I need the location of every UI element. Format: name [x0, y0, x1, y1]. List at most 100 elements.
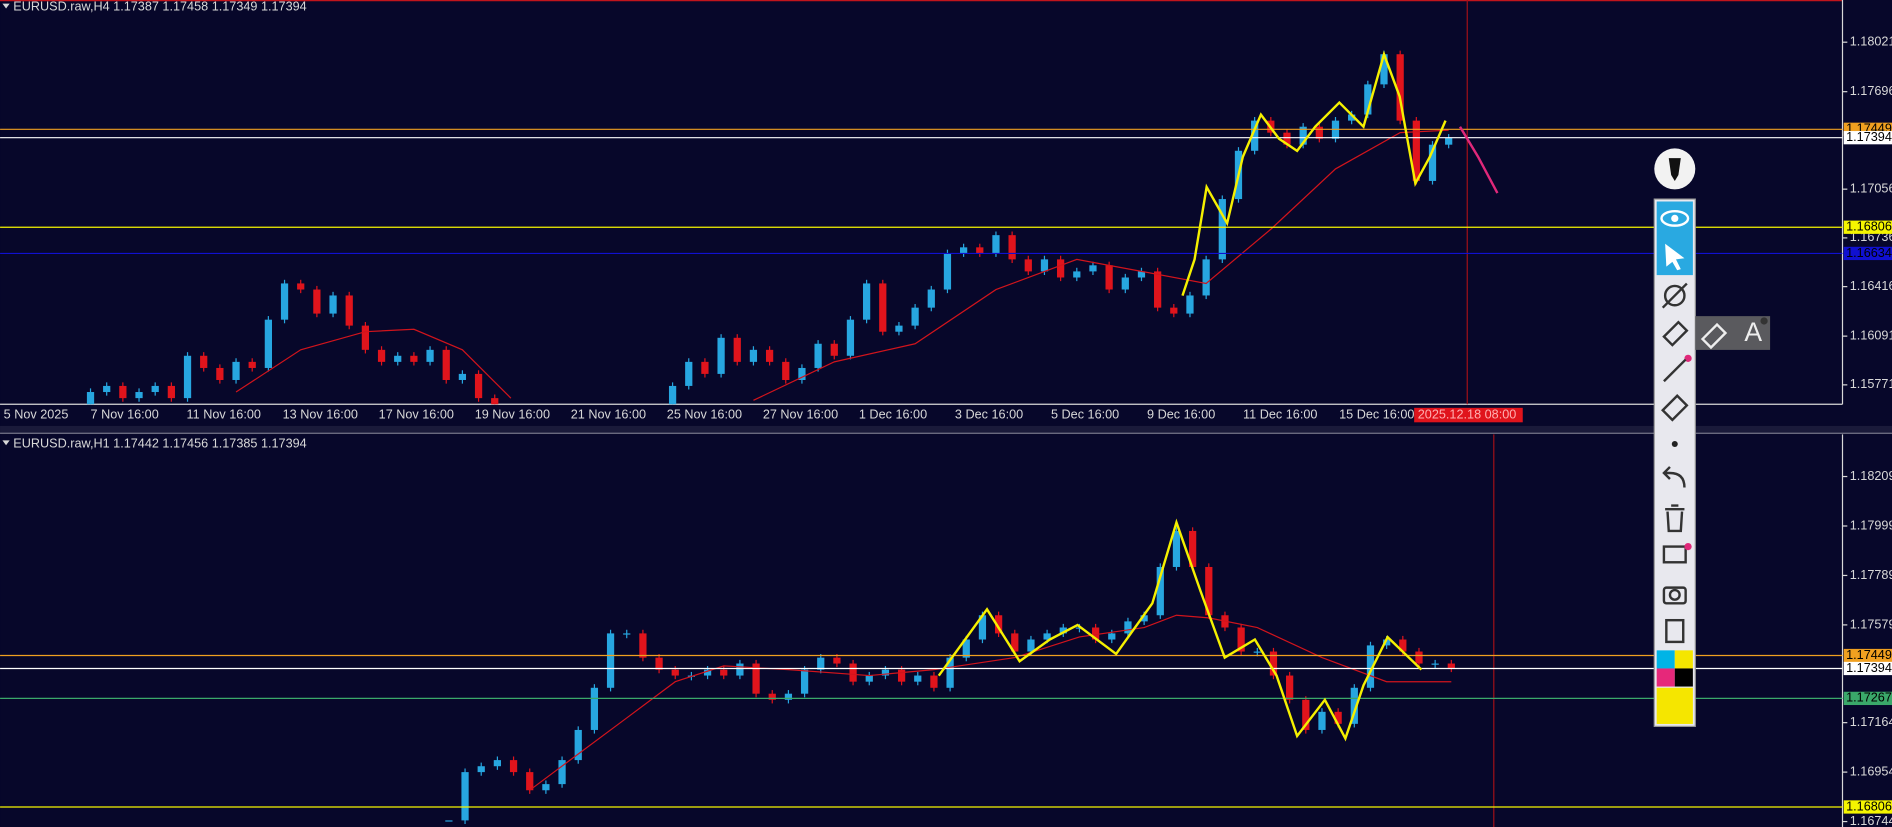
- x-tick-label: 7 Nov 16:00: [91, 407, 159, 421]
- candle: [798, 367, 806, 380]
- price-tag: [1843, 246, 1892, 261]
- chart-header: EURUSD.raw,H1 1.17442 1.17456 1.17385 1.…: [13, 436, 306, 450]
- x-tick-label: 21 Nov 16:00: [571, 407, 646, 421]
- moving-average: [529, 614, 1452, 791]
- candle: [930, 675, 938, 688]
- candle: [927, 289, 935, 308]
- candle: [1091, 627, 1100, 640]
- clipboard-tool[interactable]: [1665, 618, 1685, 644]
- text-tool[interactable]: A: [1744, 317, 1762, 347]
- candle: [1348, 114, 1356, 121]
- price-tag-label: 1.17449: [1846, 648, 1892, 662]
- color-dot: [1684, 542, 1692, 551]
- chart-header: EURUSD.raw,H4 1.17387 1.17458 1.17349 1.…: [13, 0, 306, 14]
- eraser-tool[interactable]: [1662, 320, 1689, 347]
- candle: [897, 669, 906, 682]
- eye-tool[interactable]: [1660, 209, 1690, 227]
- candle: [717, 337, 725, 374]
- candle: [216, 367, 224, 380]
- candle: [491, 398, 499, 405]
- candle: [526, 772, 534, 791]
- camera-tool[interactable]: [1662, 586, 1687, 605]
- y-tick-label: 1.17999: [1850, 518, 1892, 532]
- candle: [493, 760, 502, 767]
- candle: [1334, 711, 1342, 724]
- candle: [1137, 271, 1146, 278]
- candle: [135, 392, 143, 399]
- candle: [1350, 687, 1358, 724]
- candle: [768, 693, 776, 700]
- eye-pupil: [1671, 214, 1679, 223]
- price-tag: [1843, 691, 1892, 706]
- price-tag-label: 1.16634: [1846, 246, 1892, 260]
- popup-dot: [1760, 317, 1768, 325]
- color-black[interactable]: [1674, 668, 1693, 687]
- board-tool[interactable]: [1662, 545, 1687, 564]
- cursor-tool[interactable]: [1665, 243, 1685, 271]
- candle: [994, 615, 1003, 634]
- candle: [458, 373, 467, 380]
- candle: [911, 307, 919, 326]
- candle: [461, 772, 469, 821]
- x-tick-label: 11 Dec 16:00: [1243, 407, 1317, 421]
- candle: [1299, 126, 1307, 145]
- candle: [1121, 277, 1129, 290]
- popup-eraser[interactable]: [1700, 322, 1728, 350]
- delete-tool[interactable]: [1665, 504, 1685, 533]
- candle: [1040, 259, 1049, 272]
- candle: [1089, 265, 1097, 272]
- size-tool[interactable]: [1671, 441, 1678, 448]
- undo-tool[interactable]: [1662, 466, 1686, 488]
- candle: [1105, 265, 1113, 290]
- candle: [426, 349, 434, 362]
- candle: [574, 729, 582, 761]
- candle: [685, 361, 693, 386]
- candle: [959, 247, 968, 254]
- candle: [976, 247, 984, 254]
- candle: [1073, 271, 1081, 278]
- color-cyan[interactable]: [1656, 650, 1675, 669]
- cursor-tag-label: 2025.12.18 08:00: [1418, 407, 1517, 421]
- candle: [1237, 627, 1245, 652]
- candle: [119, 385, 127, 399]
- candle: [1251, 120, 1259, 151]
- candle: [784, 693, 793, 700]
- current-color[interactable]: [1656, 687, 1693, 724]
- candle: [846, 319, 855, 356]
- candle: [345, 295, 353, 326]
- candle: [830, 343, 838, 356]
- color-magenta[interactable]: [1656, 668, 1675, 687]
- hide-tool[interactable]: [1663, 284, 1686, 307]
- candle: [849, 663, 857, 682]
- candle: [474, 373, 483, 399]
- y-tick-label: 1.16091: [1850, 328, 1892, 342]
- candle: [509, 760, 518, 773]
- candle: [749, 349, 758, 362]
- candle: [167, 385, 175, 399]
- candle: [946, 657, 954, 688]
- y-tick-label: 1.18209: [1850, 469, 1892, 483]
- y-tick-label: 1.15771: [1850, 377, 1892, 391]
- color-yellow[interactable]: [1674, 650, 1693, 669]
- candle: [1205, 566, 1213, 616]
- candle: [703, 669, 712, 676]
- candle: [1412, 120, 1420, 181]
- candle: [1431, 663, 1439, 665]
- candle: [445, 820, 453, 822]
- line-tool[interactable]: [1663, 358, 1687, 383]
- x-tick-label: 15 Dec 16:00: [1339, 407, 1414, 421]
- candle: [865, 675, 873, 682]
- candle: [558, 760, 566, 785]
- collapse-arrow: [2, 440, 10, 446]
- candle: [1172, 530, 1181, 567]
- price-tag: [1843, 131, 1892, 145]
- candle: [103, 385, 111, 393]
- candle: [264, 319, 272, 368]
- candle: [1364, 84, 1372, 115]
- candle: [1057, 259, 1065, 278]
- clear-tool[interactable]: [1661, 394, 1689, 422]
- candle: [668, 385, 677, 405]
